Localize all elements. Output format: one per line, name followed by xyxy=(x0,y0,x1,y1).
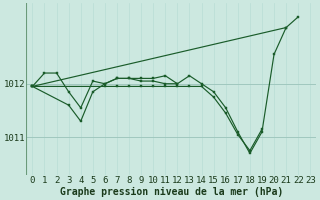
X-axis label: Graphe pression niveau de la mer (hPa): Graphe pression niveau de la mer (hPa) xyxy=(60,186,283,197)
